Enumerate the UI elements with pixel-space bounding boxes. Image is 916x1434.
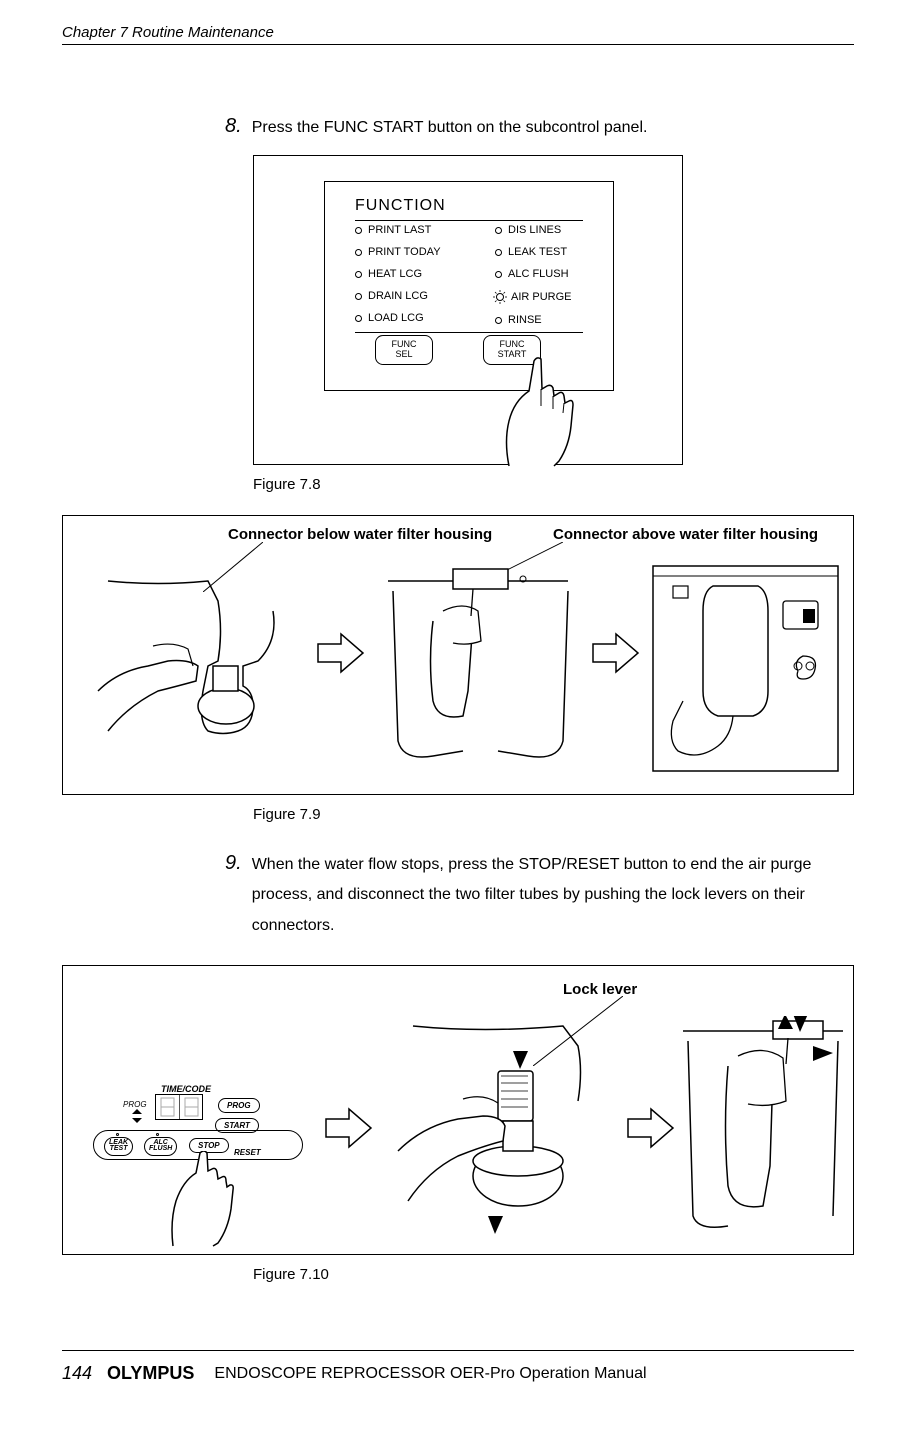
func-item: PRINT TODAY	[368, 246, 441, 258]
arrow-icon	[588, 626, 643, 681]
func-sel-button: FUNC SEL	[375, 335, 433, 365]
chapter-header: Chapter 7 Routine Maintenance	[62, 24, 274, 41]
func-item: PRINT LAST	[368, 224, 431, 236]
arrow-icon	[321, 1101, 376, 1156]
connector-above-label: Connector above water filter housing	[553, 526, 818, 543]
page-number: 144	[62, 1363, 92, 1384]
timecode-label: TIME/CODE	[161, 1084, 211, 1094]
func-item: DIS LINES	[508, 224, 561, 236]
filter-diagram-2	[373, 561, 583, 771]
header-divider	[62, 44, 854, 45]
func-item: DRAIN LCG	[368, 290, 428, 302]
updown-icon	[131, 1109, 143, 1123]
figure-caption-7-8: Figure 7.8	[253, 476, 321, 493]
step-number: 8.	[225, 115, 242, 138]
figure-7-8: FUNCTION PRINT LAST PRINT TODAY HEAT LCG…	[253, 155, 683, 465]
right-arrow-icon	[813, 1046, 833, 1061]
figure-caption-7-9: Figure 7.9	[253, 806, 321, 823]
figure-caption-7-10: Figure 7.10	[253, 1266, 329, 1283]
step-number: 9.	[225, 852, 242, 875]
func-item: HEAT LCG	[368, 268, 422, 280]
step-8: 8. Press the FUNC START button on the su…	[225, 115, 647, 138]
arrow-icon	[313, 626, 368, 681]
olympus-logo: OLYMPUS	[107, 1363, 194, 1384]
down-arrow-icon	[513, 1051, 528, 1069]
step-9: 9. When the water flow stops, press the …	[225, 850, 854, 941]
func-item: LOAD LCG	[368, 312, 424, 324]
func-item: LEAK TEST	[508, 246, 567, 258]
figure-7-10: Lock lever TIME/CODE PROG PR	[62, 965, 854, 1255]
func-item: RINSE	[508, 314, 542, 326]
hand-pressing-icon	[479, 351, 609, 481]
leak-test-button: LEAKTEST	[104, 1137, 133, 1156]
connector-below-label: Connector below water filter housing	[228, 526, 492, 543]
hand-pressing-icon	[158, 1151, 258, 1251]
prog-button: PROG	[218, 1098, 260, 1113]
filter-disconnect-2	[678, 1016, 848, 1241]
filter-disconnect-1	[383, 1021, 613, 1246]
filter-diagram-3	[643, 561, 843, 776]
prog-label: PROG	[123, 1100, 147, 1109]
arrow-icon	[623, 1101, 678, 1156]
manual-title: ENDOSCOPE REPROCESSOR OER-Pro Operation …	[214, 1365, 646, 1383]
filter-diagram-1	[78, 571, 298, 771]
function-right-list: DIS LINES LEAK TEST ALC FLUSH AIR PURGE …	[495, 224, 572, 336]
selected-indicator-icon	[491, 290, 509, 304]
function-title: FUNCTION	[355, 197, 446, 215]
page-footer: 144 OLYMPUS ENDOSCOPE REPROCESSOR OER-Pr…	[62, 1350, 854, 1384]
function-left-list: PRINT LAST PRINT TODAY HEAT LCG DRAIN LC…	[355, 224, 441, 334]
down-arrow-icon	[488, 1216, 503, 1234]
func-item-selected: AIR PURGE	[511, 291, 572, 303]
step-text: Press the FUNC START button on the subco…	[252, 119, 648, 137]
figure-7-9: Connector below water filter housing Con…	[62, 515, 854, 795]
step-text: When the water flow stops, press the STO…	[252, 850, 854, 941]
func-item: ALC FLUSH	[508, 268, 569, 280]
